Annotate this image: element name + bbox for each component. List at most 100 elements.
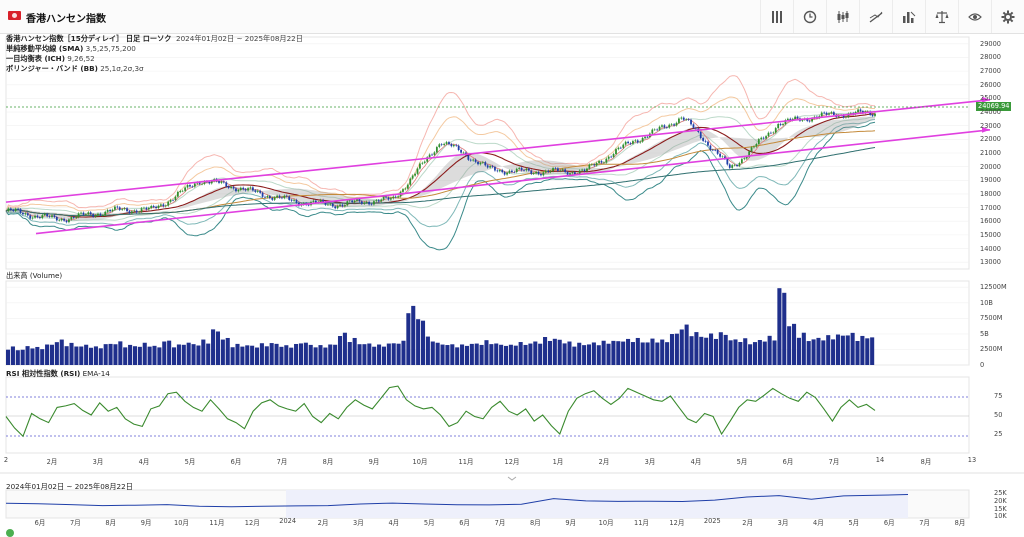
volume-bar bbox=[626, 338, 631, 365]
clock-icon[interactable] bbox=[793, 0, 826, 33]
candle-body bbox=[808, 120, 811, 122]
candle-body bbox=[172, 199, 174, 201]
candle-body bbox=[779, 124, 782, 125]
candle-body bbox=[191, 186, 194, 188]
candle-body bbox=[184, 187, 187, 191]
candle-body bbox=[598, 161, 600, 163]
volume-bar bbox=[157, 347, 162, 365]
candle-body bbox=[186, 185, 189, 188]
trend-line-upper bbox=[5, 98, 991, 203]
candle-body bbox=[450, 144, 453, 147]
navigator-selection[interactable] bbox=[286, 490, 908, 518]
volume-bar bbox=[264, 346, 269, 365]
legend-bb[interactable]: ボリンジャー・バンド (BB) 25,1σ,2σ,3σ bbox=[6, 64, 144, 73]
time-axis-label: 6月 bbox=[230, 458, 242, 466]
legend-sma[interactable]: 単純移動平均線 (SMA) 3,5,25,75,200 bbox=[6, 44, 136, 53]
candle-body bbox=[65, 220, 68, 223]
candle-body bbox=[133, 210, 136, 212]
volume-label: 出来高 (Volume) bbox=[6, 271, 63, 280]
volume-bar bbox=[342, 332, 347, 365]
chart-area[interactable] bbox=[0, 33, 1024, 537]
candle-body bbox=[578, 170, 581, 174]
volume-bar bbox=[523, 344, 528, 365]
candle-body bbox=[14, 208, 17, 211]
volume-bar bbox=[777, 288, 782, 365]
eye-icon[interactable] bbox=[958, 0, 991, 33]
candle-body bbox=[644, 136, 646, 138]
candle-body bbox=[358, 199, 361, 202]
volume-bar bbox=[782, 292, 787, 365]
balance-icon[interactable] bbox=[925, 0, 958, 33]
candle-body bbox=[508, 170, 511, 173]
candle-body bbox=[481, 162, 484, 163]
volume-bar bbox=[381, 346, 386, 365]
candle-body bbox=[658, 126, 661, 130]
candle-body bbox=[634, 140, 637, 142]
legend-ich[interactable]: 一目均衡表 (ICH) 9,26,52 bbox=[6, 54, 95, 63]
price-axis-label: 16000 bbox=[980, 217, 1001, 226]
candle-body bbox=[632, 141, 634, 144]
candle-body bbox=[445, 142, 448, 144]
sma-line-25 bbox=[5, 113, 876, 218]
volume-bar bbox=[230, 347, 235, 365]
candle-body bbox=[339, 204, 341, 206]
price-axis-label: 24000 bbox=[980, 108, 1001, 117]
candle-body bbox=[646, 136, 649, 138]
bars-icon[interactable] bbox=[760, 0, 793, 33]
volume-bar bbox=[586, 344, 592, 365]
candle-body bbox=[825, 112, 828, 115]
gear-icon[interactable] bbox=[991, 0, 1024, 33]
candle-body bbox=[264, 196, 266, 198]
candle-body bbox=[353, 200, 356, 203]
candle-body bbox=[126, 208, 128, 212]
candle-body bbox=[312, 200, 315, 202]
volume-bar bbox=[630, 342, 635, 365]
candle-body bbox=[404, 188, 407, 190]
candles-icon[interactable] bbox=[826, 0, 859, 33]
volume-bar bbox=[616, 341, 621, 365]
volume-bar bbox=[416, 319, 421, 365]
candle-body bbox=[143, 207, 145, 209]
candle-body bbox=[77, 213, 80, 218]
candle-body bbox=[346, 201, 349, 206]
candle-body bbox=[423, 161, 426, 163]
candle-body bbox=[327, 204, 329, 206]
candle-body bbox=[537, 172, 540, 175]
price-axis-label: 17000 bbox=[980, 203, 1001, 212]
drawing-icon[interactable] bbox=[859, 0, 892, 33]
trend-arrow-icon bbox=[982, 126, 990, 133]
candle-body bbox=[34, 215, 36, 218]
candle-body bbox=[559, 170, 562, 172]
candle-body bbox=[871, 114, 874, 116]
candle-body bbox=[145, 207, 148, 210]
volume-bar bbox=[655, 342, 660, 365]
navigator-time-label: 6月 bbox=[34, 519, 46, 527]
candle-body bbox=[55, 217, 58, 221]
candle-body bbox=[242, 187, 245, 190]
candle-body bbox=[612, 154, 615, 157]
navigator-panel[interactable] bbox=[0, 472, 1024, 519]
volume-bar bbox=[225, 337, 230, 365]
time-axis-label: 2月 bbox=[46, 458, 58, 466]
candle-body bbox=[7, 208, 10, 211]
candle-body bbox=[51, 215, 53, 217]
candle-body bbox=[547, 170, 550, 173]
time-axis-label: 2月 bbox=[598, 458, 610, 466]
volume-bar bbox=[440, 344, 445, 365]
candle-body bbox=[128, 211, 131, 214]
volume-bar bbox=[704, 337, 709, 365]
candle-body bbox=[564, 169, 567, 173]
navigator-time-label: 2024 bbox=[279, 517, 297, 525]
volume-bar bbox=[235, 343, 240, 365]
candle-body bbox=[748, 151, 751, 157]
chevron-down-icon[interactable] bbox=[507, 476, 517, 481]
candle-body bbox=[247, 188, 249, 191]
volume-bar bbox=[606, 343, 611, 365]
indicator-icon[interactable] bbox=[892, 0, 925, 33]
volume-bar bbox=[147, 346, 152, 365]
candle-body bbox=[230, 186, 233, 188]
candle-body bbox=[402, 189, 404, 192]
candle-body bbox=[68, 219, 70, 223]
price-axis-label: 20000 bbox=[980, 162, 1001, 171]
price-axis-label: 25000 bbox=[980, 94, 1001, 103]
